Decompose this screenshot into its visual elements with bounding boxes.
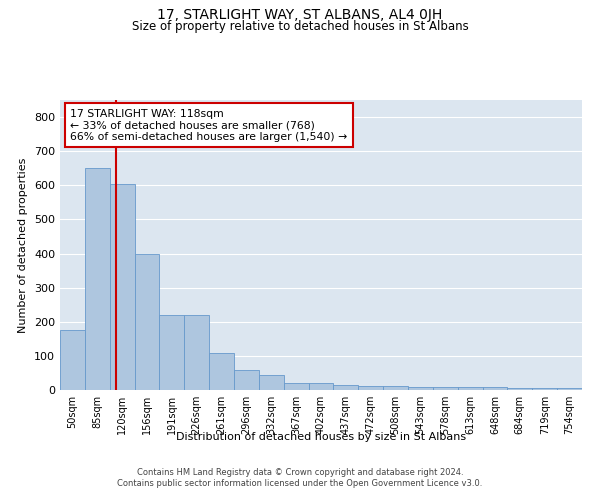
Bar [134, 254, 160, 390]
Y-axis label: Number of detached properties: Number of detached properties [19, 158, 28, 332]
Text: Distribution of detached houses by size in St Albans: Distribution of detached houses by size … [176, 432, 466, 442]
Bar [358, 386, 383, 390]
Bar [458, 388, 482, 390]
Bar [508, 388, 532, 390]
Text: 17, STARLIGHT WAY, ST ALBANS, AL4 0JH: 17, STARLIGHT WAY, ST ALBANS, AL4 0JH [157, 8, 443, 22]
Bar [532, 388, 557, 390]
Bar [110, 184, 134, 390]
Bar [85, 168, 110, 390]
Bar [209, 353, 234, 390]
Text: Contains HM Land Registry data © Crown copyright and database right 2024.
Contai: Contains HM Land Registry data © Crown c… [118, 468, 482, 487]
Bar [557, 388, 582, 390]
Bar [308, 383, 334, 390]
Bar [334, 385, 358, 390]
Text: 17 STARLIGHT WAY: 118sqm
← 33% of detached houses are smaller (768)
66% of semi-: 17 STARLIGHT WAY: 118sqm ← 33% of detach… [70, 108, 347, 142]
Bar [259, 374, 284, 390]
Bar [60, 330, 85, 390]
Bar [184, 315, 209, 390]
Bar [433, 386, 458, 390]
Bar [284, 383, 308, 390]
Text: Size of property relative to detached houses in St Albans: Size of property relative to detached ho… [131, 20, 469, 33]
Bar [160, 315, 184, 390]
Bar [408, 386, 433, 390]
Bar [482, 388, 508, 390]
Bar [383, 386, 408, 390]
Bar [234, 370, 259, 390]
